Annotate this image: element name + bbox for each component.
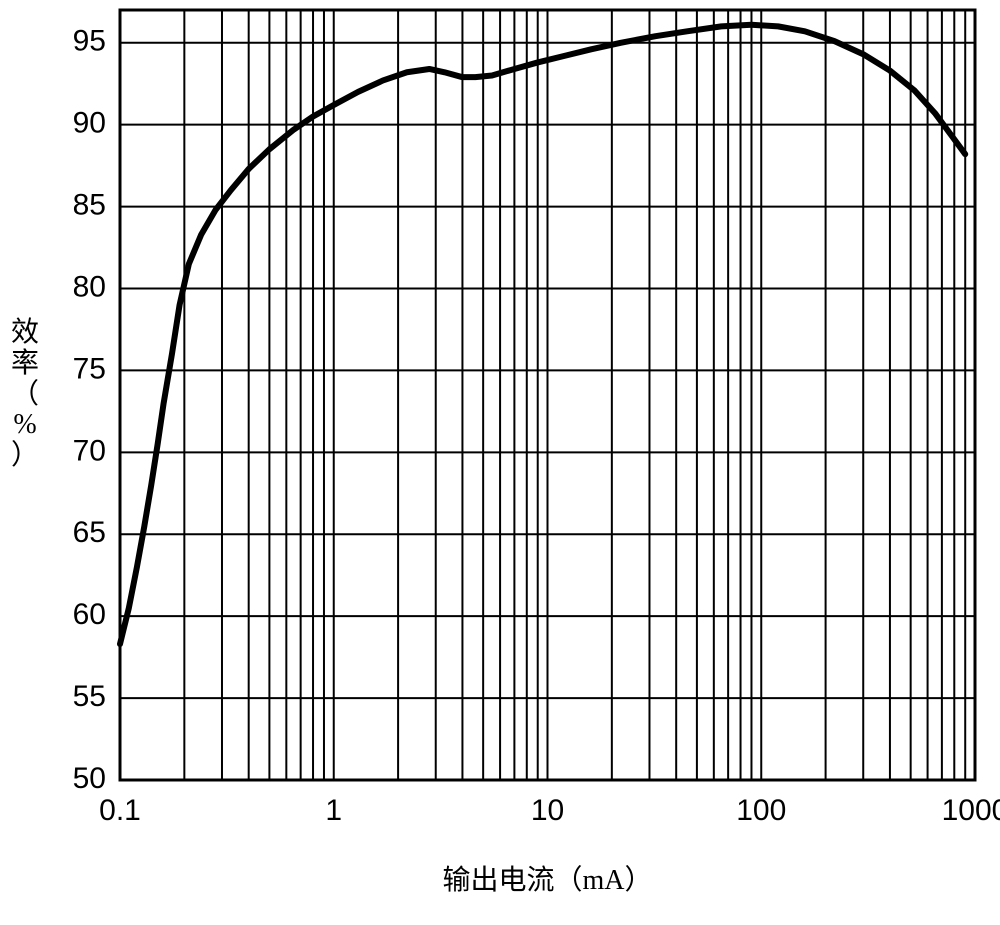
y-tick-label: 75 [73,352,106,385]
y-tick-label: 65 [73,516,106,549]
chart-container: 505560657075808590950.11101001000 效率（%） … [0,0,1000,925]
x-axis-label: 输出电流（mA） [398,858,698,898]
y-tick-label: 55 [73,680,106,713]
efficiency-chart: 50 55 60 65 70 75 80 85 90 95 0.1 1 10 100 1000 [0,0,1000,925]
x-tick-label: 1 [325,794,342,827]
y-tick-label: 50 [73,762,106,795]
y-axis-label: 效率（%） [5,318,45,472]
y-tick-label: 60 [73,598,106,631]
y-tick-label: 70 [73,434,106,467]
x-tick-label: 1000 [942,794,1000,827]
y-tick-label: 85 [73,189,106,222]
y-tick-label: 90 [73,107,106,140]
x-tick-label: 100 [736,794,786,827]
y-tick-label: 80 [73,270,106,303]
x-tick-label: 0.1 [99,794,141,827]
y-tick-label: 95 [73,25,106,58]
x-tick-label: 10 [531,794,564,827]
